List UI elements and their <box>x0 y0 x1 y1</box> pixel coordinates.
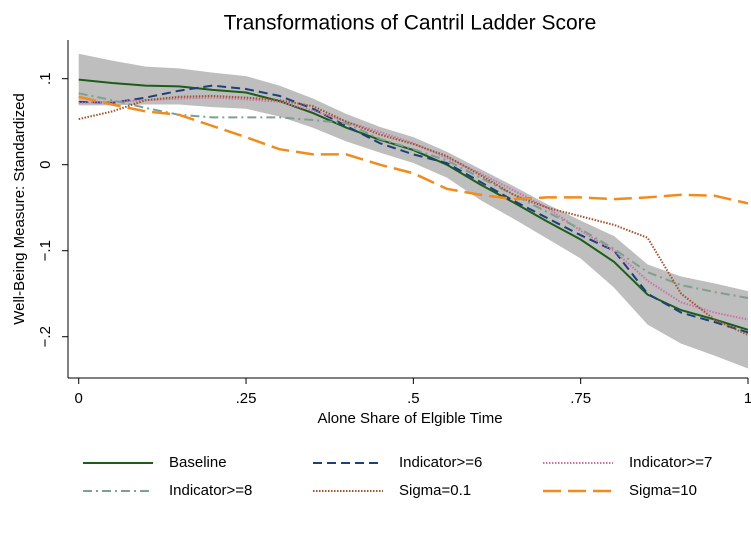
x-axis-label: Alone Share of Elgible Time <box>317 410 502 427</box>
x-tick-label: .25 <box>236 390 257 407</box>
legend-label: Sigma=0.1 <box>399 482 471 499</box>
legend-label: Indicator>=6 <box>399 454 482 471</box>
series-line <box>78 96 748 321</box>
series-line <box>78 95 748 205</box>
y-tick-label: .1 <box>37 72 54 85</box>
y-axis-label: Well-Being Measure: Standardized <box>11 93 28 325</box>
y-tick-label: 0 <box>37 161 54 169</box>
x-tick-label: .75 <box>570 390 591 407</box>
chart-title: Transformations of Cantril Ladder Score <box>224 12 597 35</box>
series-line <box>78 94 748 336</box>
legend-label: Baseline <box>169 454 227 471</box>
plot-area <box>78 53 748 369</box>
legend-label: Indicator>=7 <box>629 454 712 471</box>
y-tick-label: −.2 <box>37 326 54 347</box>
y-tick-label: −.1 <box>37 240 54 261</box>
legend-label: Indicator>=8 <box>169 482 252 499</box>
confidence-band <box>78 53 748 369</box>
x-tick-label: .5 <box>407 390 420 407</box>
x-tick-label: 0 <box>75 390 83 407</box>
series-line <box>78 84 748 334</box>
series-line <box>78 92 748 299</box>
x-tick-label: 1 <box>744 390 751 407</box>
legend-label: Sigma=10 <box>629 482 697 499</box>
